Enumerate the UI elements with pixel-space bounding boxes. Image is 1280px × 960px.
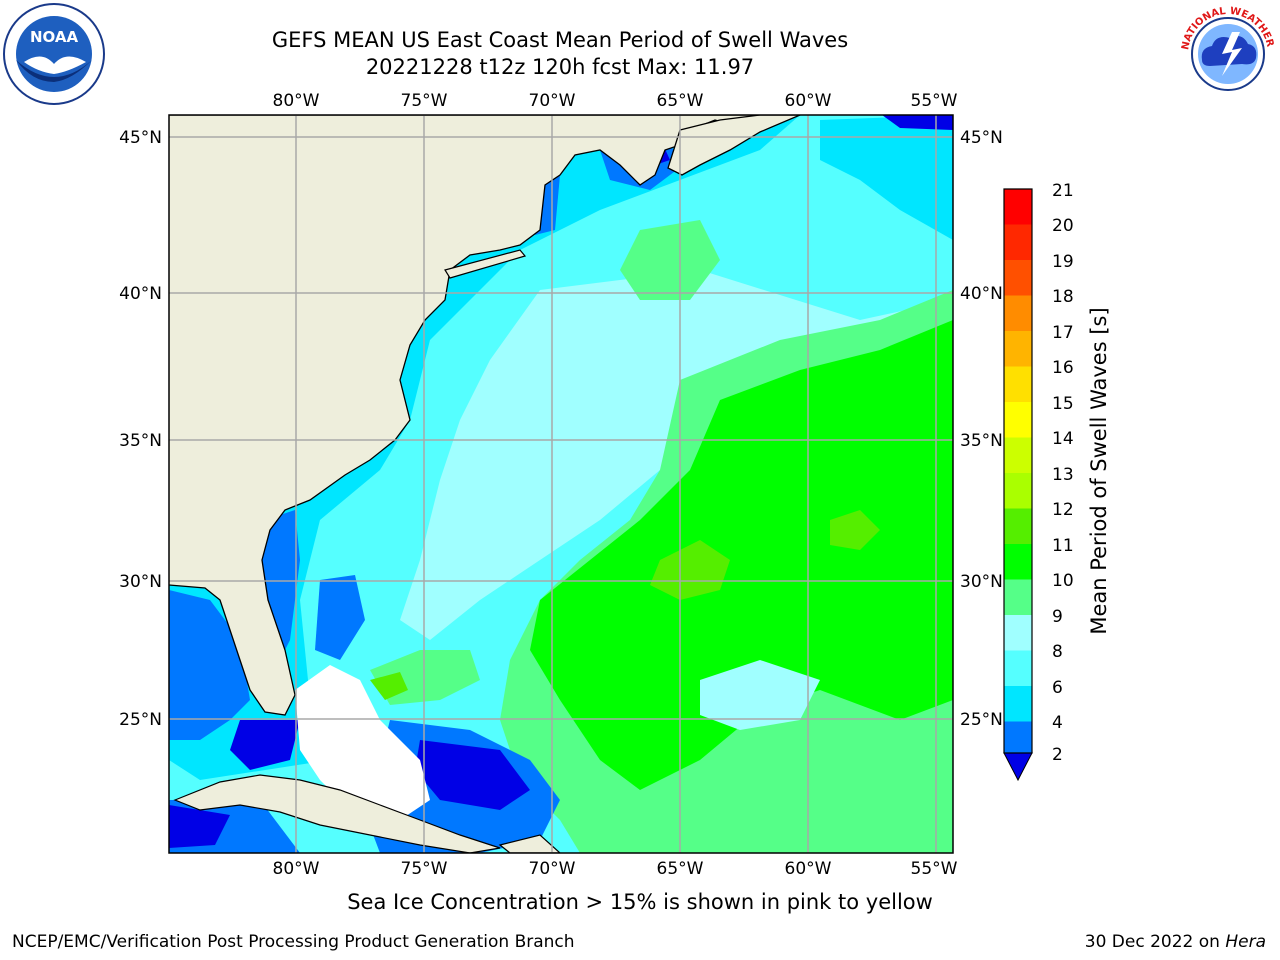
colorbar-seg-18-19 <box>1004 260 1032 296</box>
colorbar-tick-12: 12 <box>1052 500 1074 520</box>
footer-machine: Hera <box>1225 932 1266 952</box>
colorbar-tick-10: 10 <box>1052 571 1074 591</box>
colorbar-seg-20-21 <box>1004 189 1032 225</box>
swell-8-9s-patch-south <box>700 660 820 730</box>
colorbar-tick-9: 9 <box>1052 607 1063 627</box>
colorbar-seg-9-10 <box>1004 579 1032 615</box>
lat-label-left-25n: 25°N <box>119 710 162 730</box>
colorbar-seg-4-6 <box>1004 686 1032 722</box>
lon-label-top-65w: 65°W <box>657 91 704 111</box>
lon-label-bottom-80w: 80°W <box>273 859 320 879</box>
swell-under-range-c <box>169 805 230 848</box>
footer-date-text: 30 Dec 2022 on <box>1084 932 1226 952</box>
graticule <box>169 115 953 853</box>
sea-ice-note: Sea Ice Concentration > 15% is shown in … <box>347 890 933 914</box>
colorbar-seg-2-4 <box>1004 721 1032 753</box>
lat-label-left-35n: 35°N <box>119 431 162 451</box>
swell-4-6s-northeast <box>820 115 953 240</box>
lon-label-top-75w: 75°W <box>401 91 448 111</box>
lat-label-right-40n: 40°N <box>960 284 1003 304</box>
swell-9-10s-patch-north <box>620 220 720 300</box>
colorbar-seg-16-17 <box>1004 331 1032 367</box>
map-frame-content <box>169 115 953 853</box>
colorbar-seg-11-12 <box>1004 508 1032 544</box>
lat-label-right-35n: 35°N <box>960 431 1003 451</box>
lon-label-bottom-65w: 65°W <box>657 859 704 879</box>
colorbar-seg-17-18 <box>1004 295 1032 331</box>
colorbar-under-triangle <box>1003 752 1033 782</box>
colorbar-tick-4: 4 <box>1052 713 1063 733</box>
colorbar-tick-14: 14 <box>1052 429 1074 449</box>
lat-label-left-30n: 30°N <box>119 572 162 592</box>
map-border <box>168 114 954 854</box>
footer-date: 30 Dec 2022 on Hera <box>1085 932 1266 952</box>
colorbar-seg-14-15 <box>1004 402 1032 438</box>
colorbar-tick-16: 16 <box>1052 358 1074 378</box>
swell-2-4s-offshore <box>315 575 365 660</box>
colorbar-seg-15-16 <box>1004 366 1032 402</box>
lon-label-bottom-70w: 70°W <box>529 859 576 879</box>
colorbar-border <box>1003 188 1033 754</box>
land-cuba <box>173 774 501 853</box>
lon-label-bottom-55w: 55°W <box>911 859 958 879</box>
swell-under-range-a <box>415 740 530 810</box>
lon-label-bottom-60w: 60°W <box>785 859 832 879</box>
swell-11-12s-spot-b <box>830 510 880 550</box>
noaa-logo-text: NOAA <box>30 28 79 46</box>
colorbar-seg-13-14 <box>1004 437 1032 473</box>
colorbar-tick-21: 21 <box>1052 181 1074 201</box>
colorbar-seg-19-20 <box>1004 224 1032 260</box>
colorbar-tick-6: 6 <box>1052 678 1063 698</box>
lon-label-top-70w: 70°W <box>529 91 576 111</box>
land-nova-scotia <box>667 115 801 176</box>
colorbar-tick-8: 8 <box>1052 642 1063 662</box>
coastline-north-america <box>169 115 801 716</box>
colorbar-tick-19: 19 <box>1052 252 1074 272</box>
map-subtitle: 20221228 t12z 120h fcst Max: 11.97 <box>365 55 755 79</box>
swell-under-range-b <box>230 720 300 770</box>
lon-label-top-55w: 55°W <box>911 91 958 111</box>
colorbar-tick-13: 13 <box>1052 465 1074 485</box>
colorbar-seg-12-13 <box>1004 473 1032 509</box>
map-title: GEFS MEAN US East Coast Mean Period of S… <box>271 28 849 52</box>
lat-label-right-30n: 30°N <box>960 572 1003 592</box>
colorbar-seg-8-9 <box>1004 615 1032 651</box>
land-hispaniola <box>498 834 561 853</box>
footer-credit: NCEP/EMC/Verification Post Processing Pr… <box>12 932 575 952</box>
colorbar: 21 20 19 18 17 16 15 14 13 12 11 10 9 8 … <box>1003 181 1111 782</box>
lon-label-top-60w: 60°W <box>785 91 832 111</box>
colorbar-tick-18: 18 <box>1052 287 1074 307</box>
lat-label-left-40n: 40°N <box>119 284 162 304</box>
noaa-logo: NOAA <box>3 3 105 105</box>
colorbar-seg-6-8 <box>1004 650 1032 686</box>
lat-label-right-25n: 25°N <box>960 710 1003 730</box>
bahamas-no-data <box>295 665 430 820</box>
swell-10-11s-core <box>530 320 953 790</box>
colorbar-tick-11: 11 <box>1052 536 1074 556</box>
nws-logo: NATIONAL WEATHER SERVICE <box>1176 2 1278 104</box>
land-long-island <box>444 249 527 279</box>
lat-label-right-45n: 45°N <box>960 128 1003 148</box>
colorbar-tick-15: 15 <box>1052 394 1074 414</box>
swell-11-12s-spot-a <box>650 540 730 600</box>
colorbar-title: Mean Period of Swell Waves [s] <box>1087 307 1111 634</box>
colorbar-tick-17: 17 <box>1052 323 1074 343</box>
lon-label-top-80w: 80°W <box>273 91 320 111</box>
lat-label-left-45n: 45°N <box>119 128 162 148</box>
lon-label-bottom-75w: 75°W <box>401 859 448 879</box>
colorbar-seg-10-11 <box>1004 544 1032 580</box>
swell-11-12s-spot-c <box>370 672 408 700</box>
land-north-america <box>169 115 800 715</box>
colorbar-tick-20: 20 <box>1052 216 1074 236</box>
colorbar-tick-2: 2 <box>1052 745 1063 765</box>
